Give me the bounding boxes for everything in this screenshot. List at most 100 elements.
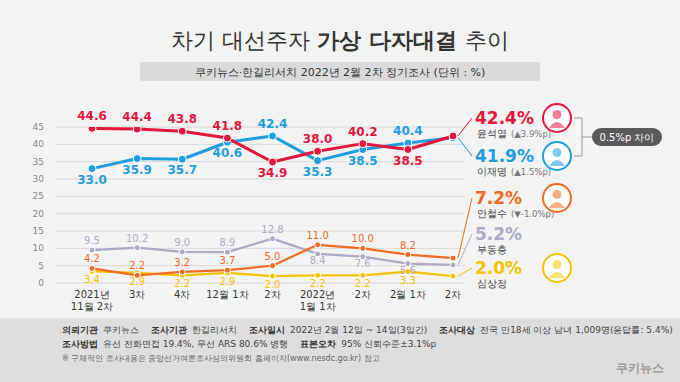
portrait-frame (543, 254, 571, 282)
footer-band (0, 318, 680, 382)
series-marker (315, 242, 321, 248)
series-name: 윤석열 (477, 128, 507, 139)
annotation-pill (592, 128, 662, 146)
series-name-line: 이재명(▲1.5%p) (477, 166, 551, 177)
series-name-line: 심상정 (477, 278, 507, 289)
data-label: 40.6 (213, 146, 243, 160)
series-marker (88, 165, 96, 173)
x-tick-label: 2차 (264, 289, 280, 300)
data-label: 2.2 (129, 260, 145, 271)
plot-area (88, 127, 457, 279)
data-label: 2.9 (219, 276, 235, 287)
data-label: 2.0 (265, 279, 281, 290)
y-tick-label: 40 (33, 139, 45, 149)
data-label: 3.4 (84, 274, 100, 285)
x-tick-line: 4차 (174, 289, 190, 300)
data-label: 7.6 (355, 258, 371, 269)
x-tick-line: 1월 1차 (300, 301, 336, 312)
grid-line (55, 196, 465, 197)
data-label: 42.4 (258, 117, 288, 131)
x-tick-label: 12월 1차 (206, 289, 248, 300)
portrait-body (549, 122, 565, 128)
footer-row: 조사방법유선 전화면접 19.4%, 무선 ARS 80.6% 병행표본오차95… (62, 339, 437, 349)
series-marker (270, 263, 276, 269)
series-change: (▲1.5%p) (511, 167, 551, 177)
portrait-head (553, 190, 562, 199)
series-marker (89, 265, 95, 271)
data-label: 38.5 (393, 154, 423, 168)
portrait-frame (543, 104, 571, 132)
x-tick-line: 2월 1차 (390, 289, 426, 300)
series-marker (269, 158, 277, 166)
data-label: 8.4 (310, 255, 326, 266)
background (0, 0, 680, 382)
y-tick-label: 45 (33, 122, 44, 132)
series-marker (89, 247, 95, 253)
series-marker (359, 140, 367, 148)
series-marker (224, 267, 230, 273)
series-marker (450, 262, 456, 268)
data-label: 34.9 (258, 166, 288, 180)
footer-label: 조사방법 (62, 339, 98, 349)
end-label: 7.2% (475, 188, 522, 208)
subtitle-bar (140, 62, 540, 81)
data-label: 3.7 (219, 255, 235, 266)
data-label: 3.2 (174, 257, 190, 268)
portrait-head (553, 110, 562, 119)
end-connector (458, 118, 472, 136)
series-name: 안철수 (477, 208, 507, 219)
x-tick-label: 3차 (129, 289, 145, 300)
title-word: 다자대결 (369, 28, 465, 53)
portrait-body (549, 272, 565, 278)
chart: 차기 대선주자 가상 다자대결 추이쿠키뉴스·한길리서치 2022년 2월 2차… (0, 0, 680, 382)
title-word: 대선주자 (222, 28, 317, 53)
data-label: 35.7 (167, 163, 197, 177)
data-label: 8.9 (219, 237, 235, 248)
x-tick-label: 4차 (174, 289, 190, 300)
annotation: 0.5%p 차이 (600, 132, 655, 143)
y-tick-label: 20 (33, 209, 45, 219)
footer-note: ※ 구체적인 조사내용은 중앙선거여론조사심의위원회 홈페이지(www.nesd… (62, 354, 380, 363)
data-label: 5.0 (265, 251, 281, 262)
end-label: 42.4% (475, 108, 534, 128)
series-marker (178, 155, 186, 163)
title-word: 차기 (171, 28, 222, 53)
data-label: 8.2 (400, 240, 416, 251)
x-tick-line: 3차 (129, 289, 145, 300)
series-name: 심상정 (477, 278, 507, 289)
end-connector (458, 268, 472, 276)
series-marker (179, 269, 185, 275)
portrait (543, 104, 571, 132)
y-tick-label: 35 (33, 157, 44, 167)
x-tick-label: 2차 (355, 289, 371, 300)
portrait-body (549, 160, 565, 166)
data-label: 2.9 (129, 276, 145, 287)
data-label: 3.3 (400, 275, 416, 286)
portrait (543, 254, 571, 282)
data-label: 11.0 (306, 230, 328, 241)
footer-text: 95% 신뢰수준±3.1%p (341, 339, 436, 349)
series-change: (▼-1.0%p) (511, 209, 554, 219)
data-label: 2.2 (174, 278, 190, 289)
y-tick-label: 15 (33, 226, 44, 236)
series-marker (223, 134, 231, 142)
data-label: 2.2 (355, 278, 371, 289)
y-tick-label: 25 (33, 191, 44, 201)
end-connector (458, 138, 472, 156)
end-connector (458, 234, 472, 265)
x-tick-line: 2차 (355, 289, 371, 300)
annotation-bracket (574, 118, 592, 156)
end-label: 5.2% (475, 224, 522, 244)
data-label: 35.9 (122, 163, 152, 177)
footer-label: 조사대상 (439, 325, 475, 335)
data-label: 44.4 (122, 110, 152, 124)
x-tick-label: 2022년1월 1차 (300, 289, 336, 312)
data-label: 40.4 (393, 124, 423, 138)
x-tick-line: 2022년 (300, 289, 335, 300)
title-word: 가상 (317, 28, 369, 53)
footer-text: 전국 만18세 이상 남녀 1,009명(응답률: 5.4%) (480, 325, 672, 335)
x-tick-line: 11월 2차 (71, 301, 113, 312)
footer-label: 의뢰기관 (62, 325, 98, 335)
x-tick-line: 12월 1차 (206, 289, 248, 300)
series-marker (404, 146, 412, 154)
